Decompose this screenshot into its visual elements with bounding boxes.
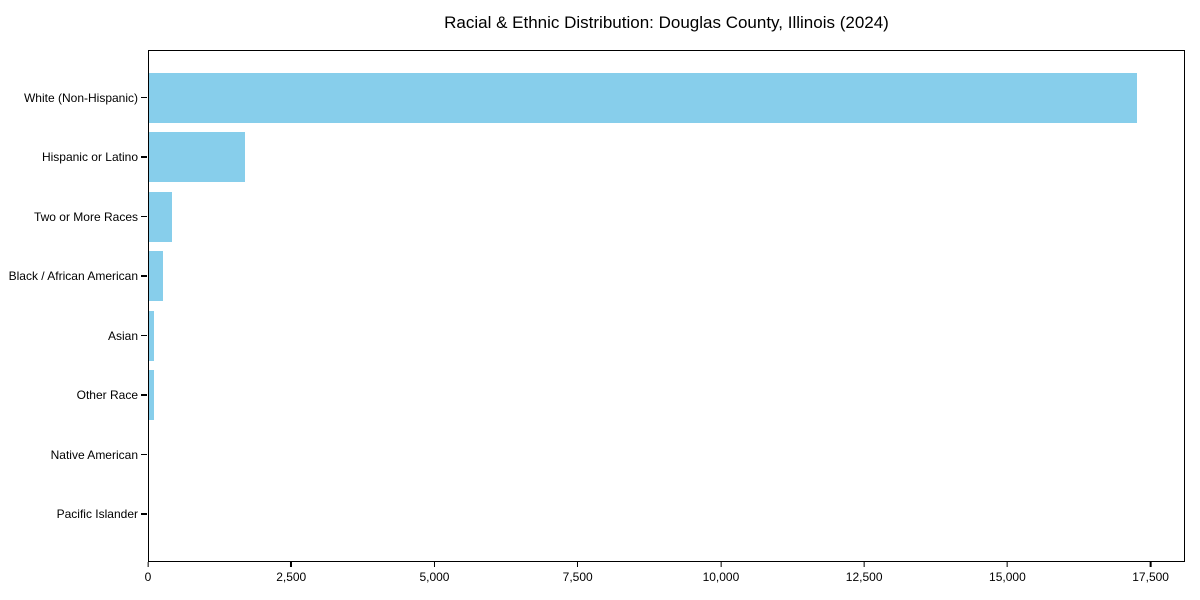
x-axis: 0 2,500 5,000 7,500 10,000 12,500 15,000 17,500: [144, 562, 1185, 592]
y-tick: [141, 334, 147, 337]
x-tick-label: 10,000: [702, 570, 740, 584]
x-tick-mark: [290, 562, 292, 567]
bar-row-two-or-more-races: Two or More Races: [34, 187, 1184, 247]
bar-row-other-race: Other Race: [77, 366, 1184, 426]
bar-asian: [149, 310, 155, 361]
x-tick-mark: [720, 562, 722, 567]
y-label-two-or-more-races: Two or More Races: [33, 209, 138, 224]
bar-black-african-american: [149, 251, 163, 302]
x-tick-17500: 17,500: [1132, 562, 1169, 584]
x-tick-mark: [1149, 562, 1152, 567]
bar-row-asian: Asian: [108, 306, 1184, 366]
x-tick-12500: 12,500: [846, 562, 883, 584]
x-tick-2500: 2,500: [276, 562, 306, 584]
x-tick-label: 12,500: [845, 570, 883, 584]
bar-white-non-hispanic: [149, 72, 1137, 123]
x-tick-label: 15,000: [989, 570, 1026, 584]
bar-row-native-american: Native American: [51, 425, 1184, 485]
y-label-black-african-american: Black / African American: [8, 269, 138, 284]
bar-row-pacific-islander: Pacific Islander: [57, 485, 1184, 545]
x-tick-mark: [576, 562, 579, 567]
x-tick-label: 17,500: [1132, 570, 1169, 584]
y-label-pacific-islander: Pacific Islander: [56, 507, 138, 522]
x-tick-15000: 15,000: [989, 562, 1026, 584]
bars-container: White (Non-Hispanic) Hispanic or Latino Tw…: [9, 51, 1184, 561]
y-label-other-race: Other Race: [76, 388, 138, 403]
x-tick-10000: 10,000: [702, 562, 740, 584]
y-label-native-american: Native American: [50, 447, 138, 462]
bar-hispanic-or-latino: [149, 132, 245, 183]
x-tick-label: 7,500: [562, 570, 593, 584]
x-tick-mark: [147, 562, 149, 567]
y-tick: [141, 275, 147, 277]
y-tick: [141, 394, 147, 396]
plot-area: White (Non-Hispanic) Hispanic or Latino Tw…: [9, 50, 1185, 562]
y-tick: [141, 513, 147, 515]
bar-two-or-more-races: [149, 191, 172, 242]
y-tick: [141, 453, 147, 456]
x-tick-label: 5,000: [419, 570, 450, 584]
x-tick-5000: 5,000: [419, 562, 449, 584]
x-tick-0: 0: [144, 562, 152, 584]
y-tick: [141, 156, 147, 158]
y-tick: [141, 215, 147, 218]
x-tick-label: 2,500: [276, 570, 307, 584]
y-label-white-non-hispanic: White (Non-Hispanic): [23, 90, 138, 105]
y-label-hispanic-or-latino: Hispanic or Latino: [41, 150, 138, 165]
x-tick-mark: [863, 562, 865, 567]
bar-other-race: [149, 370, 155, 421]
x-tick-mark: [1006, 562, 1009, 567]
bar-row-black-african-american: Black / African American: [9, 247, 1184, 307]
y-label-asian: Asian: [107, 328, 138, 343]
x-tick-mark: [433, 562, 436, 567]
bar-row-hispanic-or-latino: Hispanic or Latino: [42, 128, 1184, 188]
chart-title: Racial & Ethnic Distribution: Douglas Co…: [444, 13, 889, 32]
x-tick-label: 0: [144, 570, 152, 584]
bar-row-white-non-hispanic: White (Non-Hispanic): [24, 68, 1184, 128]
x-tick-7500: 7,500: [563, 562, 593, 584]
y-tick: [141, 96, 147, 99]
